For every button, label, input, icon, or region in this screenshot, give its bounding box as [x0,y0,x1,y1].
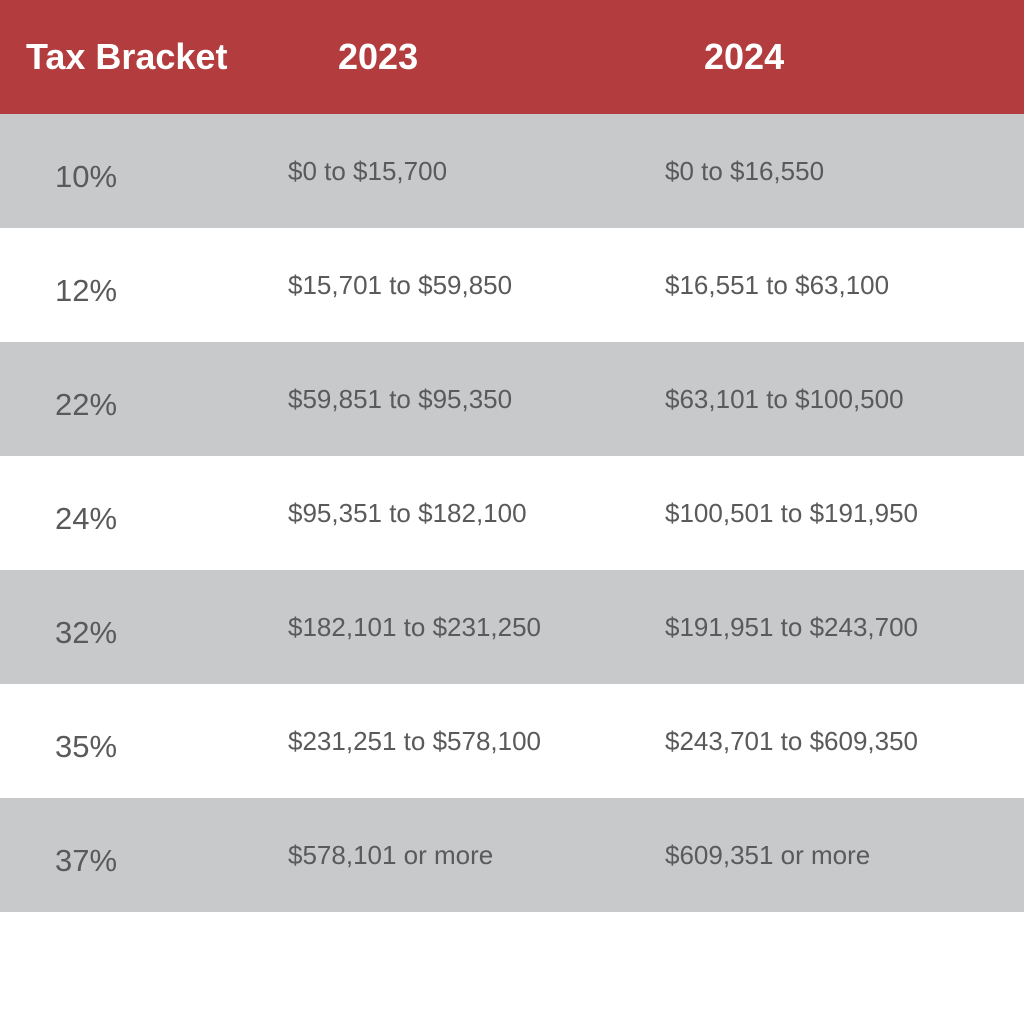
income-range: $609,351 or more [665,840,871,870]
header-cell: Tax Bracket [26,36,228,77]
header-cell: 2024 [704,36,785,77]
income-range: $95,351 to $182,100 [288,498,527,528]
bracket-rate: 22% [55,387,118,422]
bracket-rate: 24% [55,501,118,536]
header-cell: 2023 [338,36,419,77]
bracket-rate: 32% [55,615,118,650]
bracket-rate: 35% [55,729,118,764]
table-row: 12% $15,701 to $59,850 $16,551 to $63,100 [0,228,1024,342]
income-range: $243,701 to $609,350 [665,726,919,756]
income-range: $16,551 to $63,100 [665,270,890,300]
income-range: $100,501 to $191,950 [665,498,919,528]
table-row: 10% $0 to $15,700 $0 to $16,550 [0,114,1024,228]
table-row: 37% $578,101 or more $609,351 or more [0,798,1024,912]
income-range: $63,101 to $100,500 [665,384,904,414]
income-range: $59,851 to $95,350 [288,384,513,414]
table-row: 24% $95,351 to $182,100 $100,501 to $191,9… [0,456,1024,570]
table-row: 22% $59,851 to $95,350 $63,101 to $100,500 [0,342,1024,456]
income-range: $182,101 to $231,250 [288,612,542,642]
income-range: $191,951 to $243,700 [665,612,919,642]
table-row: 32% $182,101 to $231,250 $191,951 to $243,… [0,570,1024,684]
income-range: $15,701 to $59,850 [288,270,513,300]
income-range: $0 to $15,700 [288,156,448,186]
income-range: $231,251 to $578,100 [288,726,542,756]
table-header: Tax Bracket 2023 2024 [0,0,1024,114]
bracket-rate: 12% [55,273,118,308]
income-range: $578,101 or more [288,840,494,870]
bracket-rate: 37% [55,843,118,878]
income-range: $0 to $16,550 [665,156,825,186]
bracket-rate: 10% [55,159,118,194]
table-row: 35% $231,251 to $578,100 $243,701 to $609,… [0,684,1024,798]
